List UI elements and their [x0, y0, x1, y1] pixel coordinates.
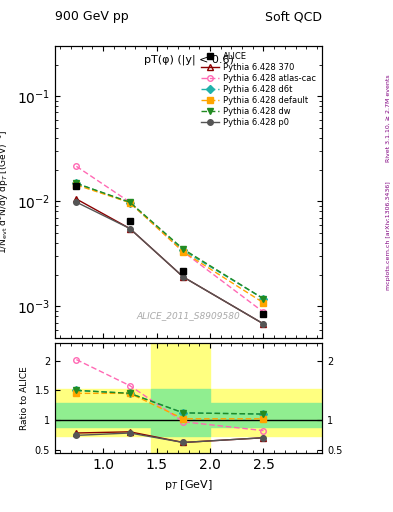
Line: Pythia 6.428 d6t: Pythia 6.428 d6t [73, 181, 266, 302]
Pythia 6.428 dw [181, 246, 185, 252]
Legend: ALICE, Pythia 6.428 370, Pythia 6.428 atlas-cac, Pythia 6.428 d6t, Pythia 6.428 : ALICE, Pythia 6.428 370, Pythia 6.428 at… [199, 50, 318, 129]
Pythia 6.428 atlas-cac [127, 199, 132, 205]
Pythia 6.428 p0 [127, 225, 132, 231]
Text: mcplots.cern.ch [arXiv:1306.3436]: mcplots.cern.ch [arXiv:1306.3436] [386, 181, 391, 290]
Pythia 6.428 dw [127, 199, 132, 205]
ALICE [261, 311, 266, 317]
Pythia 6.428 default [181, 249, 185, 255]
Text: Soft QCD: Soft QCD [265, 10, 322, 23]
Pythia 6.428 370 [261, 321, 266, 327]
Text: Rivet 3.1.10, ≥ 2.7M events: Rivet 3.1.10, ≥ 2.7M events [386, 74, 391, 162]
ALICE [181, 268, 185, 274]
Text: ALICE_2011_S8909580: ALICE_2011_S8909580 [137, 311, 241, 321]
Line: Pythia 6.428 dw: Pythia 6.428 dw [73, 181, 266, 302]
Pythia 6.428 atlas-cac [181, 249, 185, 255]
Pythia 6.428 370 [181, 274, 185, 280]
Pythia 6.428 dw [74, 180, 79, 186]
Text: pT(φ) (|y| < 0.6): pT(φ) (|y| < 0.6) [144, 55, 233, 66]
Line: Pythia 6.428 p0: Pythia 6.428 p0 [73, 199, 266, 327]
Pythia 6.428 atlas-cac [74, 163, 79, 169]
Pythia 6.428 d6t [181, 247, 185, 253]
Pythia 6.428 default [74, 182, 79, 188]
Pythia 6.428 370 [127, 225, 132, 231]
Line: Pythia 6.428 atlas-cac: Pythia 6.428 atlas-cac [73, 163, 266, 315]
ALICE [127, 218, 132, 224]
Pythia 6.428 dw [261, 295, 266, 302]
Y-axis label: Ratio to ALICE: Ratio to ALICE [20, 366, 29, 430]
ALICE [74, 183, 79, 189]
Line: Pythia 6.428 370: Pythia 6.428 370 [73, 196, 266, 327]
Pythia 6.428 default [261, 300, 266, 306]
Pythia 6.428 p0 [74, 199, 79, 205]
Pythia 6.428 370 [74, 196, 79, 202]
X-axis label: p$_T$ [GeV]: p$_T$ [GeV] [164, 478, 213, 492]
Text: 900 GeV pp: 900 GeV pp [55, 10, 129, 23]
Pythia 6.428 d6t [261, 295, 266, 302]
Pythia 6.428 default [127, 200, 132, 206]
Line: ALICE: ALICE [73, 183, 266, 317]
Pythia 6.428 d6t [127, 200, 132, 206]
Y-axis label: 1/N$_\mathrm{evt}$ d$^2$N/dy dp$_T$ [(GeV)$^{-1}$]: 1/N$_\mathrm{evt}$ d$^2$N/dy dp$_T$ [(Ge… [0, 130, 11, 254]
Pythia 6.428 p0 [261, 321, 266, 327]
Pythia 6.428 atlas-cac [261, 309, 266, 315]
Line: Pythia 6.428 default: Pythia 6.428 default [73, 182, 266, 306]
Pythia 6.428 p0 [181, 274, 185, 280]
Pythia 6.428 d6t [74, 180, 79, 186]
